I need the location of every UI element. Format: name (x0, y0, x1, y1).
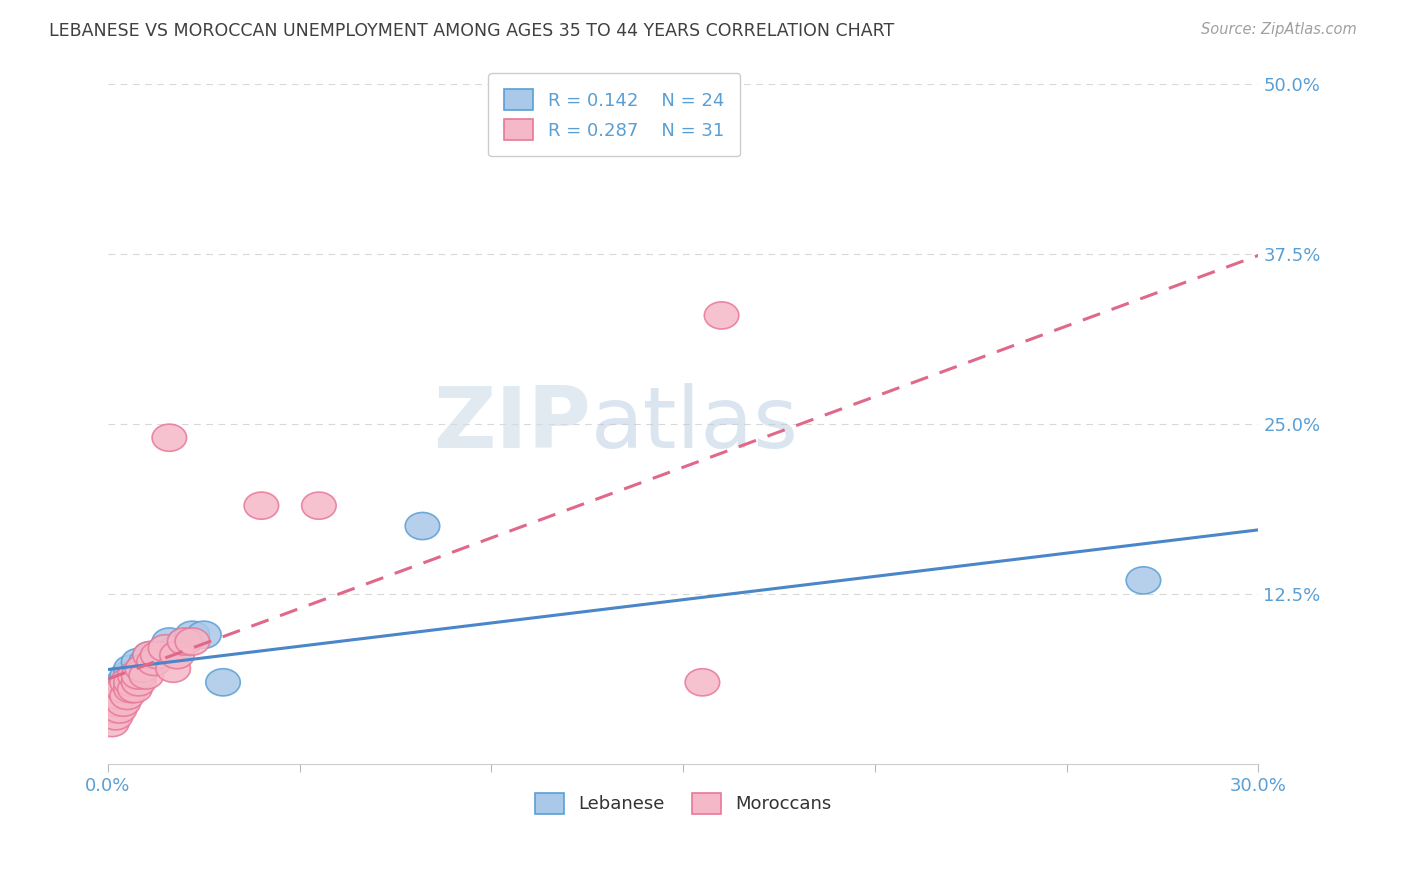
Ellipse shape (405, 512, 440, 540)
Text: atlas: atlas (591, 383, 799, 466)
Ellipse shape (167, 628, 202, 655)
Legend: Lebanese, Moroccans: Lebanese, Moroccans (526, 784, 841, 822)
Ellipse shape (105, 669, 141, 696)
Ellipse shape (118, 675, 152, 703)
Ellipse shape (98, 682, 134, 709)
Ellipse shape (110, 669, 145, 696)
Ellipse shape (94, 696, 129, 723)
Ellipse shape (187, 621, 221, 648)
Text: ZIP: ZIP (433, 383, 591, 466)
Ellipse shape (176, 621, 209, 648)
Ellipse shape (114, 675, 148, 703)
Ellipse shape (105, 690, 141, 716)
Ellipse shape (167, 628, 202, 655)
Ellipse shape (160, 635, 194, 662)
Ellipse shape (136, 648, 172, 675)
Ellipse shape (103, 696, 136, 723)
Ellipse shape (152, 424, 187, 451)
Ellipse shape (125, 655, 160, 682)
Ellipse shape (704, 301, 738, 329)
Ellipse shape (148, 635, 183, 662)
Ellipse shape (176, 628, 209, 655)
Ellipse shape (118, 662, 152, 690)
Ellipse shape (114, 669, 148, 696)
Ellipse shape (205, 669, 240, 696)
Ellipse shape (94, 690, 129, 716)
Ellipse shape (125, 655, 160, 682)
Ellipse shape (134, 641, 167, 669)
Ellipse shape (156, 655, 190, 682)
Ellipse shape (110, 675, 145, 703)
Ellipse shape (134, 641, 167, 669)
Ellipse shape (129, 648, 163, 675)
Ellipse shape (94, 696, 129, 723)
Ellipse shape (103, 675, 136, 703)
Ellipse shape (110, 682, 145, 709)
Ellipse shape (141, 641, 176, 669)
Ellipse shape (98, 690, 134, 716)
Ellipse shape (141, 641, 176, 669)
Ellipse shape (1126, 566, 1161, 594)
Ellipse shape (685, 669, 720, 696)
Ellipse shape (160, 641, 194, 669)
Text: LEBANESE VS MOROCCAN UNEMPLOYMENT AMONG AGES 35 TO 44 YEARS CORRELATION CHART: LEBANESE VS MOROCCAN UNEMPLOYMENT AMONG … (49, 22, 894, 40)
Ellipse shape (148, 635, 183, 662)
Ellipse shape (118, 662, 152, 690)
Ellipse shape (114, 655, 148, 682)
Ellipse shape (121, 648, 156, 675)
Ellipse shape (110, 662, 145, 690)
Ellipse shape (302, 492, 336, 519)
Ellipse shape (136, 648, 172, 675)
Ellipse shape (94, 709, 129, 737)
Text: Source: ZipAtlas.com: Source: ZipAtlas.com (1201, 22, 1357, 37)
Ellipse shape (129, 662, 163, 690)
Ellipse shape (245, 492, 278, 519)
Ellipse shape (121, 662, 156, 690)
Ellipse shape (103, 682, 136, 709)
Ellipse shape (152, 628, 187, 655)
Ellipse shape (121, 669, 156, 696)
Ellipse shape (98, 703, 134, 730)
Ellipse shape (105, 675, 141, 703)
